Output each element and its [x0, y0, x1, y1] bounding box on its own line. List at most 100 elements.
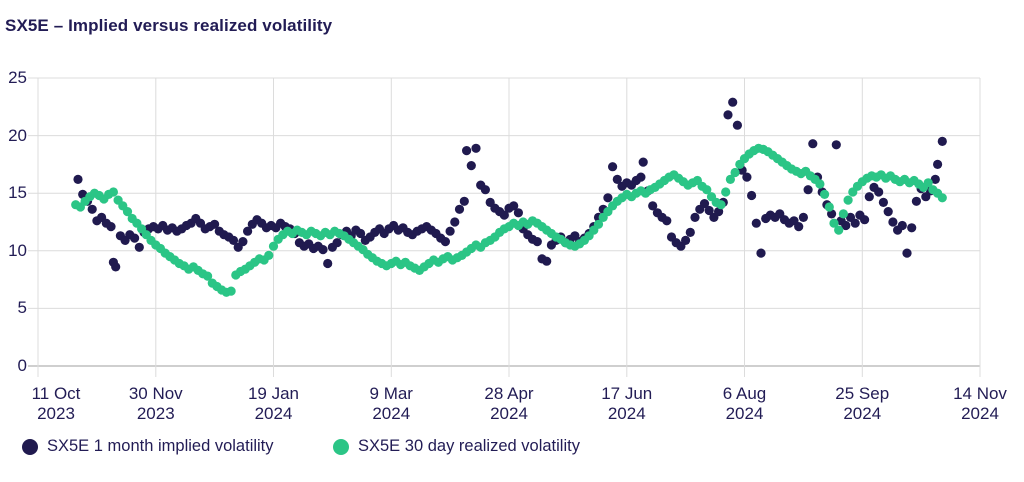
legend-swatch-realized-icon: [333, 438, 349, 455]
legend-item-realized-volatility[interactable]: SX5E 30 day realized volatility: [333, 437, 580, 456]
x-tick-year: 2023: [136, 404, 175, 423]
data-point: [824, 202, 834, 212]
x-tick-year: 2024: [490, 404, 528, 423]
chart-title: SX5E – Implied versus realized volatilit…: [5, 16, 333, 35]
data-point: [87, 204, 97, 214]
data-point: [933, 159, 943, 169]
data-point: [721, 187, 731, 197]
data-point: [122, 207, 133, 217]
data-point: [459, 196, 469, 206]
data-point: [542, 256, 552, 266]
x-tick-label: 14 Nov 2024: [938, 384, 1022, 424]
data-point: [636, 172, 646, 182]
data-point: [838, 209, 849, 219]
data-point: [716, 200, 726, 210]
x-tick-date: 17 Jun: [601, 384, 653, 403]
data-point: [268, 241, 279, 251]
data-point: [466, 161, 476, 171]
data-point: [203, 271, 213, 281]
data-point: [134, 242, 144, 252]
data-point: [907, 223, 917, 233]
data-point: [878, 197, 889, 207]
data-point: [911, 196, 922, 206]
data-point: [820, 189, 830, 199]
data-point: [243, 226, 253, 236]
data-point: [509, 201, 519, 211]
data-point: [499, 210, 509, 220]
x-tick-label: 11 Oct 2023: [14, 384, 98, 424]
y-tick-label: 25: [8, 68, 27, 87]
data-point: [608, 162, 618, 172]
x-tick-label: 6 Aug 2024: [703, 384, 787, 424]
x-tick-date: 19 Jan: [247, 384, 300, 403]
data-point: [318, 245, 328, 255]
data-point: [794, 222, 804, 232]
data-point: [471, 143, 481, 153]
data-point: [78, 189, 88, 199]
data-point: [860, 215, 870, 225]
x-tick-date: 9 Mar: [369, 384, 413, 403]
x-tick-label: 17 Jun 2024: [585, 384, 669, 424]
data-point: [815, 179, 825, 189]
data-point: [883, 207, 893, 217]
data-point: [897, 220, 907, 231]
data-point: [831, 140, 841, 150]
data-point: [937, 136, 947, 146]
data-point: [226, 286, 236, 296]
x-tick-date: 30 Nov: [128, 384, 183, 403]
data-point: [923, 178, 933, 188]
legend-label-implied: SX5E 1 month implied volatility: [47, 437, 274, 455]
x-tick-label: 19 Jan 2024: [232, 384, 316, 424]
data-point: [612, 174, 622, 184]
x-tick-label: 28 Apr 2024: [467, 384, 551, 424]
data-point: [228, 235, 239, 245]
data-point: [690, 212, 700, 222]
data-point: [732, 120, 743, 130]
data-point: [699, 199, 710, 209]
data-point: [450, 217, 460, 227]
data-point: [888, 217, 898, 227]
y-tick-label: 0: [17, 356, 27, 375]
data-point: [798, 212, 809, 222]
x-tick-label: 9 Mar 2024: [349, 384, 433, 424]
x-tick-year: 2023: [37, 404, 75, 423]
y-tick-label: 10: [8, 240, 27, 260]
x-tick-date: 6 Aug: [722, 384, 767, 403]
x-tick-date: 11 Oct: [31, 384, 81, 403]
data-point: [723, 110, 733, 120]
data-point: [106, 222, 116, 232]
data-point: [513, 208, 524, 218]
data-point: [73, 174, 83, 184]
x-tick-year: 2024: [843, 404, 882, 423]
data-point: [834, 225, 844, 235]
data-point: [445, 226, 455, 236]
legend-item-implied-volatility[interactable]: SX5E 1 month implied volatility: [22, 437, 274, 456]
x-tick-year: 2024: [725, 404, 764, 423]
y-tick-label: 15: [8, 183, 27, 203]
data-point: [356, 228, 366, 239]
chart-legend: SX5E 1 month implied volatility SX5E 30 …: [0, 437, 1024, 463]
data-point: [850, 218, 860, 228]
data-point: [662, 216, 672, 226]
x-tick-year: 2024: [254, 404, 293, 423]
data-point: [323, 258, 333, 269]
data-point: [937, 193, 947, 203]
y-tick-label: 5: [17, 298, 27, 318]
data-point: [108, 187, 118, 197]
data-point: [902, 248, 912, 258]
y-tick-label: 20: [8, 125, 27, 145]
x-tick-date: 14 Nov: [953, 384, 1007, 403]
data-point: [593, 219, 604, 229]
data-point: [210, 219, 220, 229]
data-point: [111, 262, 121, 272]
data-point: [130, 233, 140, 243]
x-tick-date: 28 Apr: [484, 384, 534, 403]
data-point: [685, 227, 695, 237]
data-point: [638, 157, 648, 167]
x-tick-year: 2024: [961, 404, 999, 423]
data-point: [603, 193, 613, 203]
data-point: [930, 174, 940, 184]
data-point: [462, 146, 472, 156]
